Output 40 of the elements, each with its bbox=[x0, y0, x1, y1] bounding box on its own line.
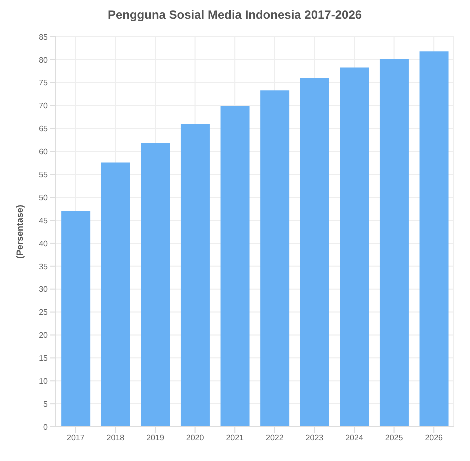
x-tick-label: 2023 bbox=[306, 434, 324, 443]
y-tick-label: 50 bbox=[39, 193, 49, 202]
x-tick-label: 2019 bbox=[146, 434, 165, 443]
x-tick-label: 2020 bbox=[186, 434, 205, 443]
bar bbox=[62, 211, 91, 427]
x-tick-label: 2018 bbox=[106, 434, 126, 443]
bar bbox=[141, 143, 170, 427]
bar bbox=[220, 106, 250, 427]
y-axis-title: (Persentase) bbox=[15, 204, 26, 260]
x-tick-label: 2022 bbox=[266, 434, 284, 443]
bar bbox=[260, 90, 290, 427]
x-tick-label: 2021 bbox=[226, 434, 245, 443]
x-tick-label: 2017 bbox=[67, 434, 86, 443]
x-tick-label: 2024 bbox=[346, 434, 364, 443]
y-tick-label: 80 bbox=[39, 56, 49, 65]
y-tick-label: 10 bbox=[39, 376, 49, 386]
y-tick-label: 45 bbox=[39, 216, 49, 226]
y-tick-label: 35 bbox=[39, 262, 49, 272]
y-tick-label: 20 bbox=[39, 331, 49, 340]
chart-title: Pengguna Sosial Media Indonesia 2017-2026 bbox=[106, 8, 364, 22]
y-tick-label: 30 bbox=[39, 285, 49, 294]
bar bbox=[340, 68, 370, 427]
y-tick-label: 5 bbox=[44, 400, 49, 409]
bar bbox=[420, 52, 449, 427]
y-tick-label: 0 bbox=[44, 422, 49, 432]
x-tick-label: 2025 bbox=[385, 434, 404, 443]
bar bbox=[180, 124, 210, 427]
y-tick-label: 25 bbox=[39, 308, 49, 318]
bar bbox=[101, 162, 130, 427]
y-tick-label: 70 bbox=[39, 102, 49, 111]
y-tick-label: 55 bbox=[39, 170, 49, 180]
y-tick-label: 40 bbox=[39, 239, 49, 248]
y-tick-label: 15 bbox=[39, 354, 49, 364]
y-tick-label: 85 bbox=[39, 32, 49, 42]
y-tick-label: 75 bbox=[39, 78, 49, 88]
y-tick-label: 60 bbox=[39, 148, 49, 157]
x-tick-label: 2026 bbox=[425, 434, 444, 443]
y-tick-label: 65 bbox=[39, 124, 49, 134]
bar bbox=[380, 59, 409, 427]
bar bbox=[300, 78, 330, 427]
